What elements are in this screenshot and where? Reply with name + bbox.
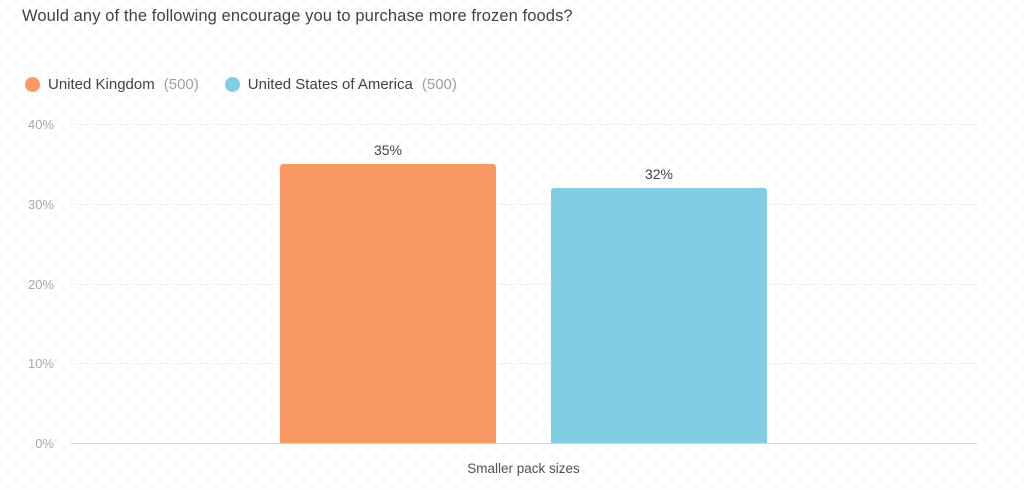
gridline [70,283,977,285]
bar-united-states-of-america[interactable] [551,187,767,443]
x-axis-baseline [70,443,977,444]
chart-title: Would any of the following encourage you… [22,7,573,25]
legend-item-label: United Kingdom [48,76,155,93]
legend-item-united-kingdom[interactable]: United Kingdom (500) [25,76,199,93]
x-axis-category-label: Smaller pack sizes [467,461,580,476]
gridline [70,363,977,365]
legend: United Kingdom (500) United States of Am… [25,76,457,93]
legend-swatch-icon [25,77,40,92]
gridline [70,203,977,205]
y-axis-tick-label: 0% [35,436,54,451]
bar-value-label: 32% [644,165,674,182]
bar-united-kingdom[interactable] [280,163,496,443]
legend-item-count: (500) [163,76,199,93]
y-axis-tick-label: 10% [27,356,54,372]
legend-item-united-states[interactable]: United States of America (500) [224,76,457,93]
legend-item-label: United States of America [247,76,413,93]
bar-value-label: 35% [373,141,403,158]
legend-item-count: (500) [421,76,457,93]
y-axis-tick-label: 30% [27,196,54,212]
legend-swatch-icon [224,77,240,92]
gridline [70,124,977,125]
y-axis-tick-label: 20% [27,276,54,292]
y-axis-tick-label: 40% [27,117,54,132]
